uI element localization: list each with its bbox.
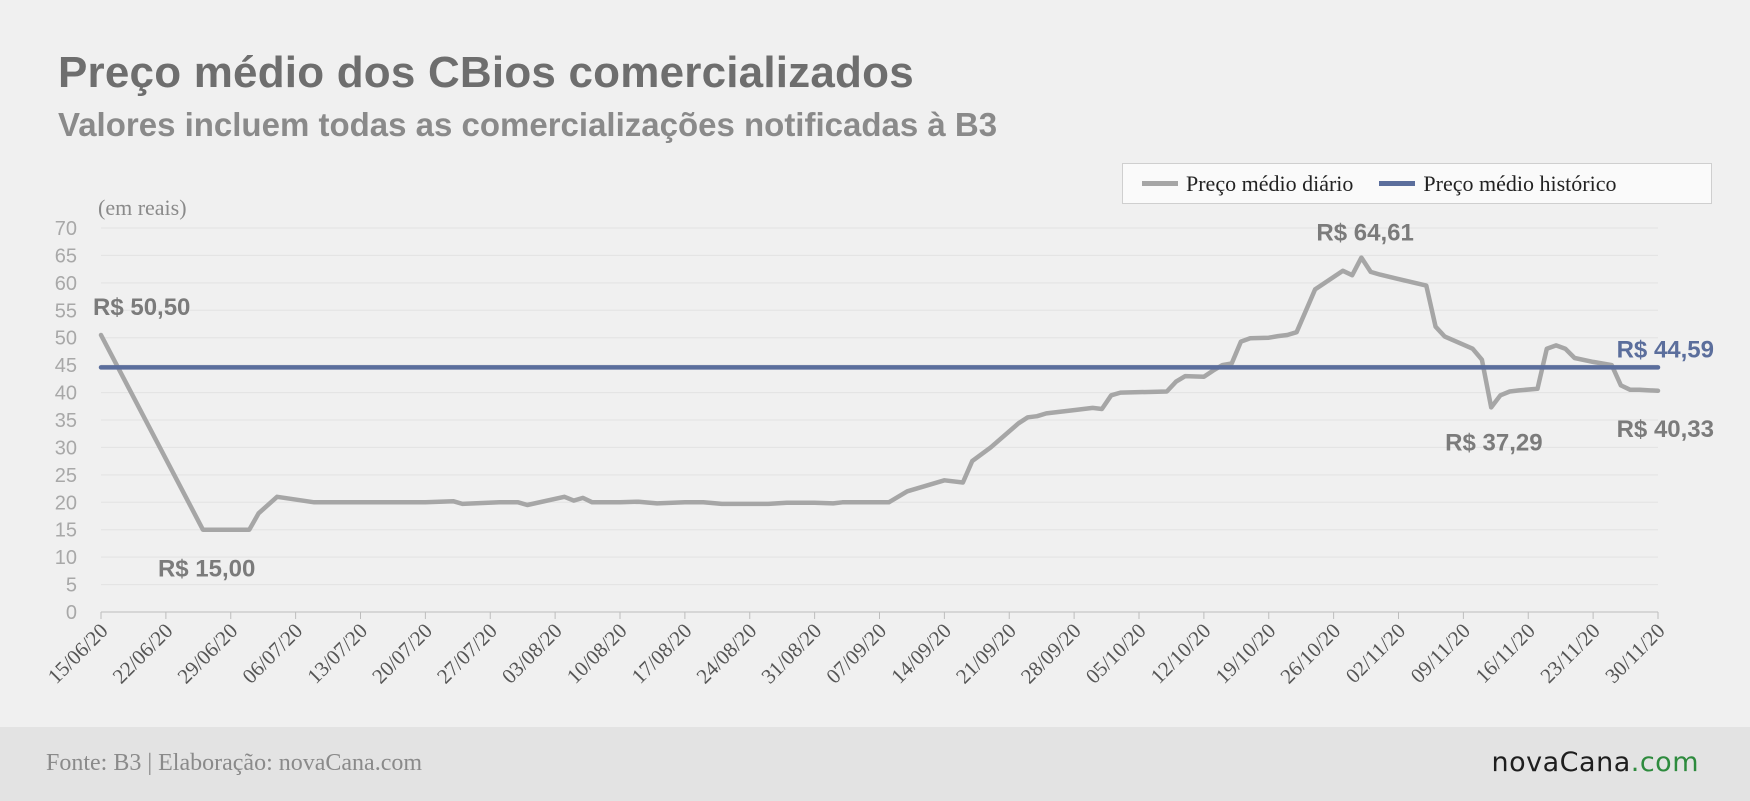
data-annotations: R$ 50,50 R$ 15,00 R$ 64,61 R$ 37,29 R$ 44,59… — [93, 220, 1714, 583]
x-tick-label: 14/09/20 — [886, 619, 956, 689]
series-line-daily — [98, 255, 1661, 532]
novacana-logo[interactable]: novaCana.com — [1492, 747, 1699, 778]
x-tick-label: 15/06/20 — [43, 619, 113, 689]
y-tick-label: 45 — [55, 355, 77, 377]
x-tick-label: 24/08/20 — [692, 619, 762, 689]
y-tick-label: 0 — [66, 602, 77, 624]
y-tick-label: 70 — [55, 218, 77, 240]
y-tick-label: 35 — [55, 410, 77, 432]
chart-subtitle: Valores incluem todas as comercializaçõe… — [58, 106, 998, 143]
x-tick-label: 27/07/20 — [432, 619, 502, 689]
x-tick-label: 07/09/20 — [821, 619, 891, 689]
y-tick-label: 20 — [55, 492, 77, 514]
line-chart: 0 5 10 15 20 25 30 35 40 45 50 55 60 65 70 15/06/2022/… — [43, 195, 1714, 688]
logo-suffix-text: .com — [1630, 747, 1699, 778]
x-tick-label: 31/08/20 — [756, 619, 826, 689]
data-label: R$ 40,33 — [1617, 416, 1714, 443]
y-tick-label: 15 — [55, 520, 77, 542]
legend-item-historic: Preço médio histórico — [1379, 171, 1616, 197]
y-tick-label: 40 — [55, 383, 77, 405]
x-tick-label: 05/10/20 — [1081, 619, 1151, 689]
chart-title: Preço médio dos CBios comercializados — [58, 48, 914, 97]
y-tick-label: 65 — [55, 245, 77, 267]
data-label: R$ 37,29 — [1445, 429, 1542, 456]
legend-label-historic: Preço médio histórico — [1423, 170, 1617, 196]
x-tick-label: 10/08/20 — [562, 619, 632, 689]
y-tick-label: 60 — [55, 273, 77, 295]
y-tick-label: 55 — [55, 300, 77, 322]
x-tick-label: 23/11/20 — [1535, 619, 1604, 688]
data-label: R$ 50,50 — [93, 294, 190, 321]
x-tick-label: 26/10/20 — [1275, 619, 1345, 689]
x-tick-label: 19/10/20 — [1211, 619, 1281, 689]
data-label: R$ 44,59 — [1617, 336, 1714, 363]
y-axis-ticks: 0 5 10 15 20 25 30 35 40 45 50 55 60 65 70 — [55, 218, 77, 624]
y-tick-label: 30 — [55, 437, 77, 459]
x-tick-label: 22/06/20 — [108, 619, 178, 689]
chart-legend: Preço médio diário Preço médio histórico — [1122, 163, 1712, 204]
source-credit: Fonte: B3 | Elaboração: novaCana.com — [46, 750, 423, 776]
x-tick-label: 09/11/20 — [1406, 619, 1475, 688]
legend-swatch-daily — [1142, 181, 1178, 186]
y-tick-label: 10 — [55, 547, 77, 569]
legend-item-daily: Preço médio diário — [1142, 171, 1353, 197]
x-axis: 15/06/2022/06/2029/06/2006/07/2013/07/20… — [43, 612, 1670, 688]
logo-main-text: novaCana — [1491, 747, 1631, 778]
x-tick-label: 06/07/20 — [237, 619, 307, 689]
y-tick-label: 25 — [55, 465, 77, 487]
series-lines — [98, 255, 1661, 532]
x-tick-label: 13/07/20 — [302, 619, 372, 689]
x-tick-label: 29/06/20 — [173, 619, 243, 689]
data-label: R$ 15,00 — [158, 556, 255, 583]
x-tick-label: 20/07/20 — [367, 619, 437, 689]
legend-label-daily: Preço médio diário — [1186, 170, 1354, 196]
data-label: R$ 64,61 — [1316, 220, 1413, 247]
x-tick-label: 21/09/20 — [951, 619, 1021, 689]
y-axis-label: (em reais) — [98, 195, 187, 220]
x-tick-label: 16/11/20 — [1471, 619, 1540, 688]
footer: Fonte: B3 | Elaboração: novaCana.com nov… — [0, 727, 1750, 801]
x-tick-label: 12/10/20 — [1146, 619, 1216, 689]
x-tick-label: 28/09/20 — [1016, 619, 1086, 689]
x-tick-label: 03/08/20 — [497, 619, 567, 689]
x-tick-label: 30/11/20 — [1600, 619, 1669, 688]
x-tick-label: 02/11/20 — [1341, 619, 1410, 688]
y-tick-label: 5 — [66, 575, 77, 597]
y-tick-label: 50 — [55, 328, 77, 350]
x-tick-label: 17/08/20 — [627, 619, 697, 689]
legend-swatch-historic — [1379, 181, 1416, 186]
